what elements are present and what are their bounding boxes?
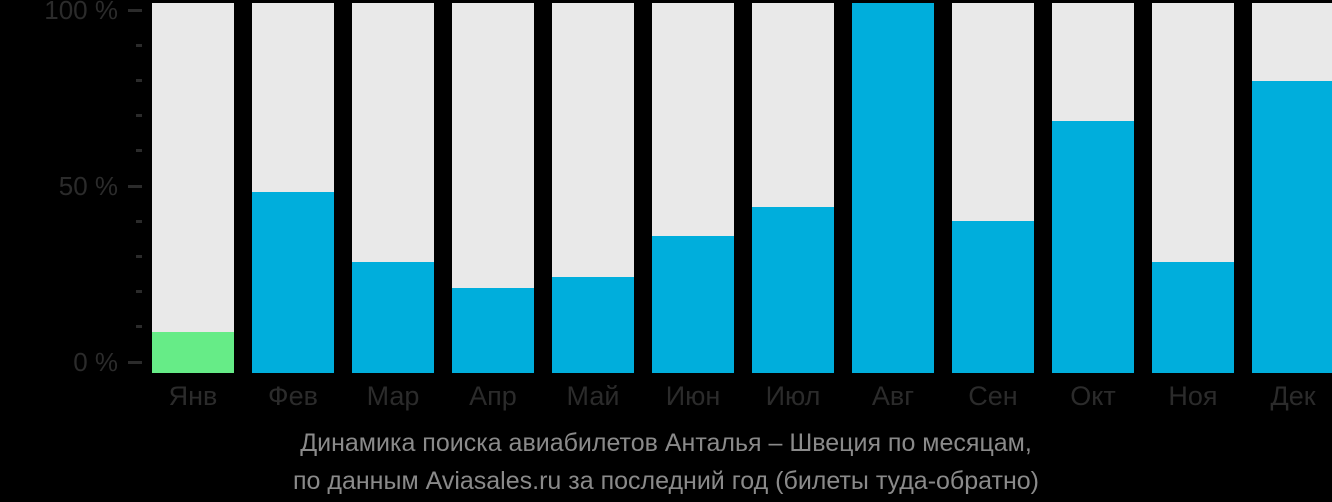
x-axis-label: Сен [968,381,1018,411]
y-minor-tick [136,219,142,223]
caption-line-1: Динамика поиска авиабилетов Анталья – Шв… [300,429,1032,457]
bar-fill [152,332,234,373]
x-axis-label: Фев [268,381,318,411]
y-axis-label: 0 % [73,347,118,377]
y-minor-tick [136,78,142,82]
y-axis-label: 100 % [44,0,118,25]
bar-column-Окт [1052,3,1134,373]
bar-fill [252,191,334,373]
x-axis-label: Авг [871,381,915,411]
bar-fill [752,206,834,373]
x-axis-label: Янв [168,381,218,411]
y-major-tick [128,184,142,188]
bar-fill [1152,262,1234,373]
x-axis-label: Июл [765,381,821,411]
bar-fill [352,262,434,373]
y-minor-tick [136,325,142,329]
y-minor-tick [136,149,142,153]
bar-fill [1052,121,1134,373]
bar-column-Дек [1252,3,1332,373]
bar-column-Авг [852,3,934,373]
x-axis-label: Май [566,381,620,411]
bar-column-Сен [952,3,1034,373]
caption-line-2: по данным Aviasales.ru за последний год … [293,467,1039,495]
x-axis-label: Апр [469,381,517,411]
y-major-tick [128,360,142,364]
bar-track [152,3,234,373]
y-minor-tick [136,290,142,294]
x-axis-label: Дек [1270,381,1316,411]
y-minor-tick [136,254,142,258]
bar-column-Июл [752,3,834,373]
y-major-tick [128,8,142,12]
chart-caption: Динамика поиска авиабилетов Анталья – Шв… [0,424,1332,500]
x-axis-label: Июн [665,381,721,411]
bar-column-Фев [252,3,334,373]
bar-column-Янв [152,3,234,373]
y-minor-tick [136,114,142,118]
bar-fill [652,236,734,373]
bar-fill [952,221,1034,373]
bar-column-Июн [652,3,734,373]
x-axis-label: Окт [1070,381,1116,411]
bar-column-Ноя [1152,3,1234,373]
bar-fill [552,276,634,373]
y-axis-label: 50 % [58,171,118,201]
bar-column-Май [552,3,634,373]
bar-fill [1252,80,1332,373]
bar-column-Апр [452,3,534,373]
x-axis-label: Ноя [1168,381,1218,411]
bar-fill [852,3,934,373]
bar-fill [452,287,534,373]
bar-column-Мар [352,3,434,373]
x-axis-label: Мар [366,381,420,411]
y-minor-tick [136,43,142,47]
